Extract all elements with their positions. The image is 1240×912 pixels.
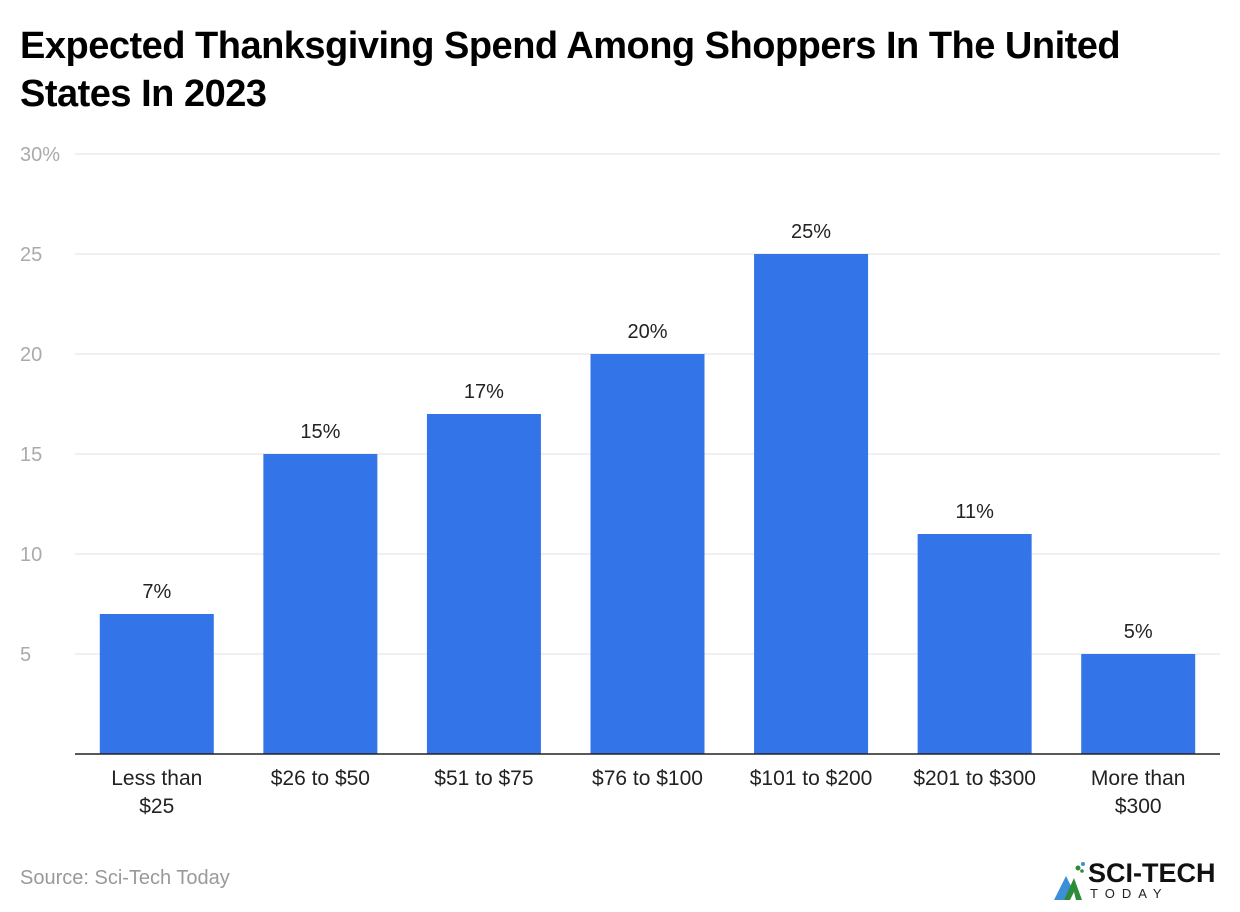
bar-chart: 5 10 15 20 25 30% 7% Less than $25 15% $26 to $50 1…	[20, 144, 1220, 818]
sci-tech-today-logo: SCI-TECH TODAY	[1052, 858, 1232, 904]
logo-mark-icon	[1054, 862, 1085, 900]
bar	[263, 454, 378, 754]
x-tick-label: $101 to $200	[750, 767, 873, 790]
data-label: 5%	[1124, 621, 1153, 643]
x-tick-label: $201 to $300	[913, 767, 1036, 790]
y-tick-label: 15	[20, 444, 42, 466]
x-tick-label: $26 to $50	[271, 767, 370, 790]
y-tick-label: 25	[20, 244, 42, 266]
data-label: 7%	[142, 581, 171, 603]
x-tick-label: More than	[1091, 767, 1186, 790]
y-tick-label: 5	[20, 644, 31, 666]
logo-subtext: TODAY	[1090, 886, 1169, 901]
bar	[99, 614, 214, 754]
data-label: 11%	[955, 501, 994, 523]
y-tick-label: 20	[20, 344, 42, 366]
x-tick-label: $25	[139, 795, 174, 818]
x-tick-label: $76 to $100	[592, 767, 703, 790]
x-tick-label: Less than	[111, 767, 202, 790]
bar	[590, 354, 705, 754]
bar	[754, 254, 869, 754]
logo-text: SCI-TECH	[1088, 858, 1216, 888]
data-label: 20%	[627, 321, 667, 343]
x-tick-label: $51 to $75	[434, 767, 533, 790]
data-label: 17%	[464, 381, 504, 403]
y-tick-label: 30%	[20, 144, 60, 166]
bar	[1081, 654, 1196, 754]
data-label: 15%	[300, 421, 340, 443]
bar	[917, 534, 1032, 754]
bar	[426, 414, 541, 754]
y-tick-label: 10	[20, 544, 42, 566]
data-label: 25%	[791, 221, 831, 243]
source-note: Source: Sci-Tech Today	[20, 867, 230, 889]
x-tick-label: $300	[1115, 795, 1162, 818]
chart-title: Expected Thanksgiving Spend Among Shoppe…	[20, 25, 1121, 115]
